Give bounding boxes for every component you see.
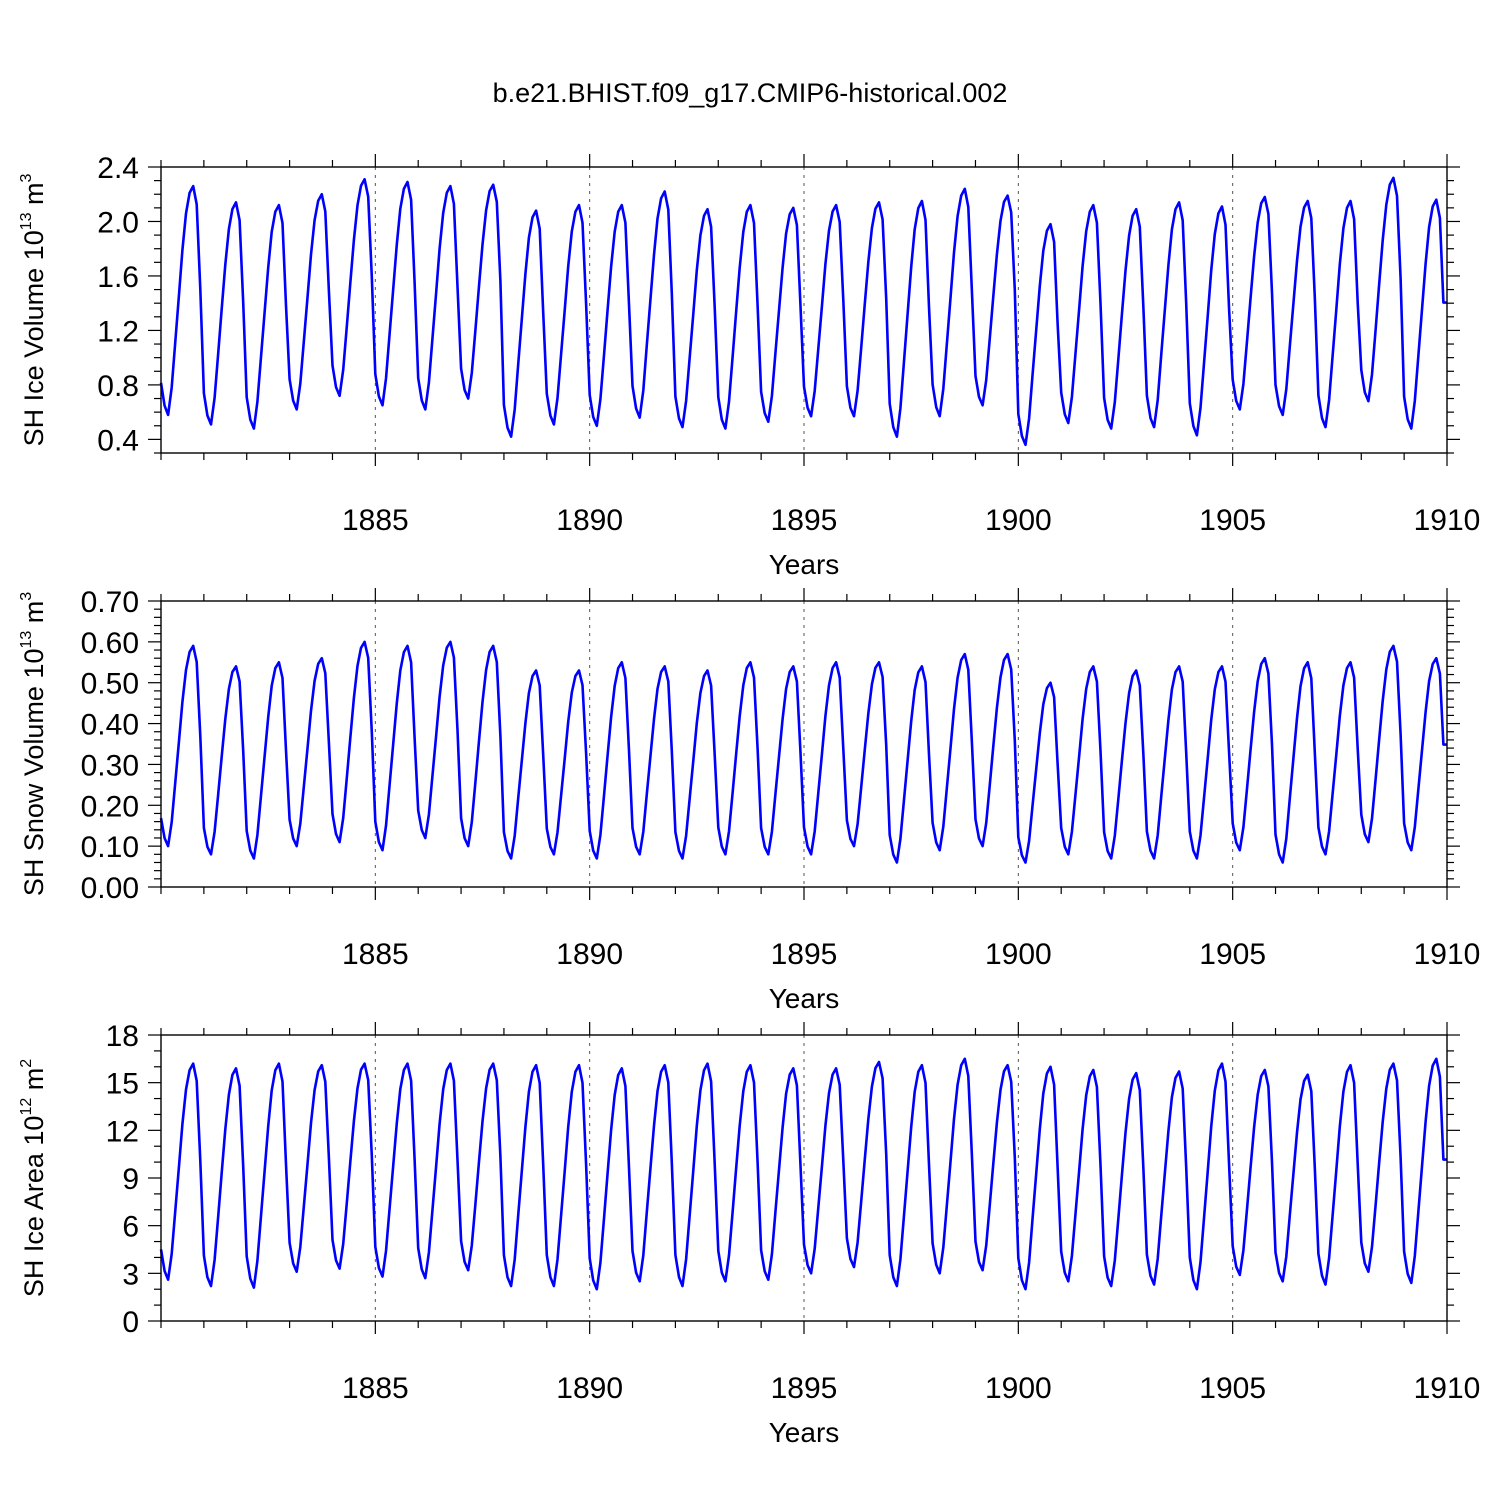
y-tick-label: 0.10 (81, 831, 139, 864)
y-label-unit-exponent: 3 (18, 592, 35, 601)
y-label-unit-exponent: 3 (18, 173, 35, 182)
y-tick-label: 0.40 (81, 709, 139, 742)
x-tick-label: 1910 (1414, 938, 1481, 971)
x-tick-label: 1895 (771, 1372, 838, 1405)
x-axis-label: Years (769, 1417, 840, 1448)
x-tick-label: 1885 (342, 938, 409, 971)
figure-title: b.e21.BHIST.f09_g17.CMIP6-historical.002 (493, 78, 1008, 108)
y-tick-label: 0.20 (81, 790, 139, 823)
y-tick-label: 0.50 (81, 668, 139, 701)
plot-frame (160, 1034, 1448, 1322)
x-tick-label: 1890 (556, 504, 623, 537)
y-label-main: SH Ice Area 10 (19, 1116, 49, 1298)
series-line-ice-area (159, 1057, 1447, 1291)
y-tick-label: 0.60 (81, 627, 139, 660)
y-tick-label: 0.4 (97, 424, 139, 457)
y-tick-label: 12 (106, 1115, 139, 1148)
y-tick-label: 15 (106, 1068, 139, 1101)
x-tick-label: 1900 (985, 1372, 1052, 1405)
x-tick-label: 1900 (985, 938, 1052, 971)
panel-ice-area: 0 3 6 9 12 15 18 1885 1890 1895 1900 1905 1910 Years S… (18, 1020, 1480, 1448)
y-axis-label: SH Ice Volume 1013 m3 (18, 173, 49, 446)
x-tick-label: 1905 (1199, 504, 1266, 537)
y-label-unit-exponent: 2 (18, 1059, 35, 1068)
y-tick-label: 0.70 (81, 586, 139, 619)
x-tick-label: 1910 (1414, 504, 1481, 537)
x-tick-label: 1890 (556, 938, 623, 971)
y-label-unit: m (19, 182, 49, 212)
y-label-main: SH Ice Volume 10 (19, 230, 49, 446)
x-tick-label: 1885 (342, 504, 409, 537)
y-label-exponent: 13 (18, 212, 35, 230)
y-tick-label: 1.6 (97, 261, 139, 294)
plot-frame (160, 600, 1448, 888)
plot-frame (160, 166, 1448, 454)
y-label-unit: m (19, 601, 49, 631)
y-tick-label: 2.0 (97, 206, 139, 239)
y-label-unit: m (19, 1068, 49, 1098)
y-tick-label: 9 (122, 1163, 139, 1196)
x-tick-label: 1895 (771, 504, 838, 537)
series-line-snow-volume (159, 640, 1447, 864)
x-tick-label: 1890 (556, 1372, 623, 1405)
x-tick-label: 1905 (1199, 1372, 1266, 1405)
x-tick-label: 1895 (771, 938, 838, 971)
panel-ice-volume: 0.4 0.8 1.2 1.6 2.0 2.4 1885 1890 1895 1900 1905 19… (18, 152, 1480, 580)
x-axis-label: Years (769, 549, 840, 580)
y-label-exponent: 12 (18, 1098, 35, 1116)
y-tick-label: 2.4 (97, 152, 139, 185)
y-tick-label: 18 (106, 1020, 139, 1053)
y-tick-label: 0.8 (97, 370, 139, 403)
y-tick-label: 0 (122, 1306, 139, 1339)
y-tick-label: 1.2 (97, 315, 139, 348)
x-tick-label: 1900 (985, 504, 1052, 537)
x-tick-label: 1885 (342, 1372, 409, 1405)
series-line-ice-volume (159, 176, 1447, 447)
y-tick-label: 0.30 (81, 749, 139, 782)
panel-snow-volume: 0.00 0.10 0.20 0.30 0.40 0.50 0.60 0.70 1885 1890… (18, 586, 1480, 1014)
x-axis-label: Years (769, 983, 840, 1014)
x-tick-label: 1910 (1414, 1372, 1481, 1405)
y-tick-label: 0.00 (81, 872, 139, 905)
y-tick-label: 3 (122, 1258, 139, 1291)
y-label-exponent: 13 (18, 631, 35, 649)
x-tick-label: 1905 (1199, 938, 1266, 971)
y-label-main: SH Snow Volume 10 (19, 649, 49, 897)
y-tick-label: 6 (122, 1211, 139, 1244)
y-axis-label: SH Snow Volume 1013 m3 (18, 592, 49, 896)
y-axis-label: SH Ice Area 1012 m2 (18, 1059, 49, 1297)
